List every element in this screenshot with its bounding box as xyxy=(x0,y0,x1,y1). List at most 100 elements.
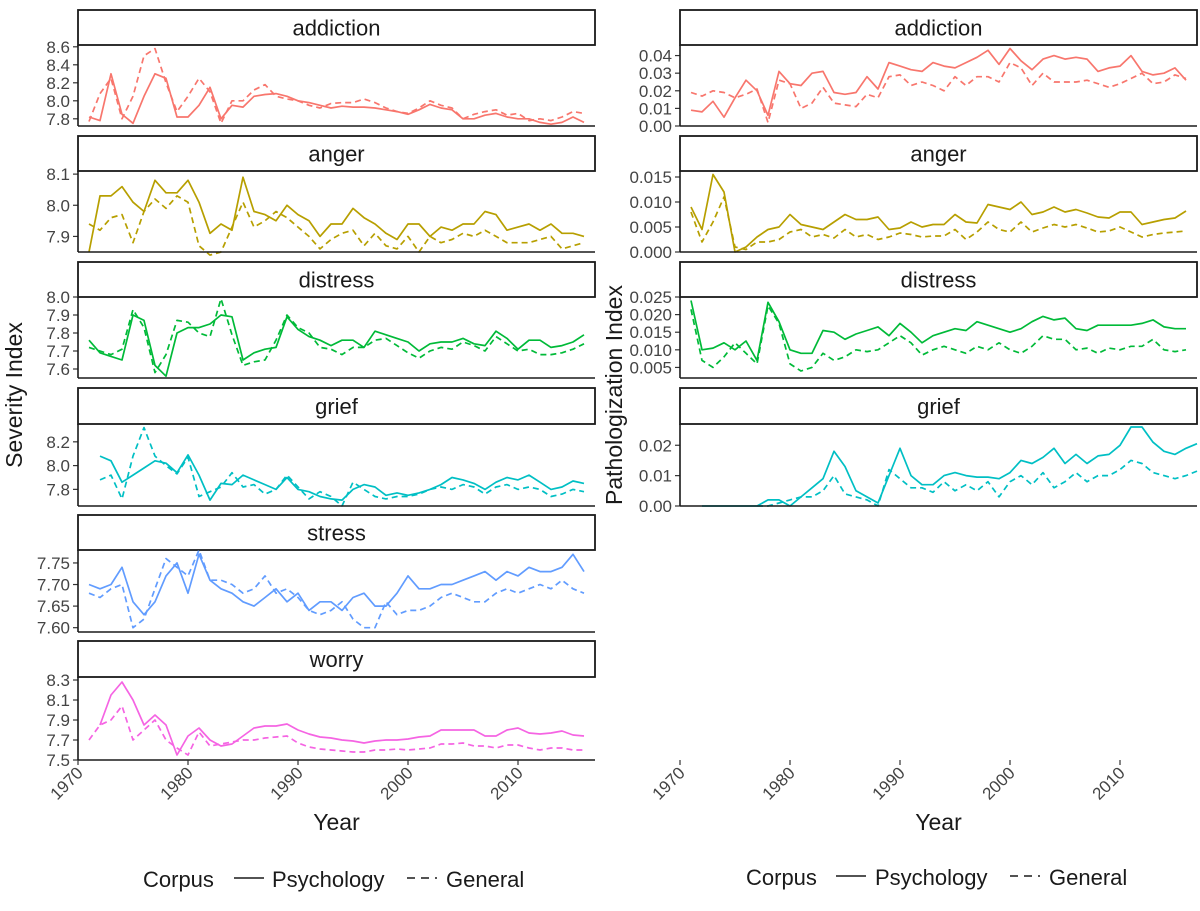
pathologization-panel-addiction: addiction 0.000.010.020.030.04 xyxy=(639,9,1198,136)
legend-label-psychology-left: Psychology xyxy=(272,867,385,892)
x-tick-label: 1980 xyxy=(157,763,197,803)
y-tick-label: 8.0 xyxy=(46,92,70,111)
y-tick-label: 7.65 xyxy=(37,597,70,616)
facet-strip xyxy=(679,9,1198,46)
x-tick-label: 2010 xyxy=(487,763,527,803)
facet-title: grief xyxy=(917,394,961,419)
y-tick-label: 8.1 xyxy=(46,165,70,184)
y-tick-label: 0.015 xyxy=(629,168,672,187)
legend-label-general-right: General xyxy=(1049,865,1127,890)
facet-strip xyxy=(77,387,596,425)
facet-title: addiction xyxy=(894,16,982,41)
series-line-psychology xyxy=(88,176,585,253)
facet-title: stress xyxy=(307,521,366,546)
y-tick-label: 7.6 xyxy=(46,360,70,379)
facet-strip xyxy=(679,387,1198,425)
y-tick-label: 8.0 xyxy=(46,196,70,215)
series-line-general xyxy=(690,196,1187,251)
y-tick-label: 7.8 xyxy=(46,324,70,343)
y-tick-label: 7.5 xyxy=(46,751,70,770)
y-tick-label: 7.8 xyxy=(46,480,70,499)
legend-label-psychology-right: Psychology xyxy=(875,865,988,890)
facet-strip xyxy=(77,640,596,678)
series-line-general xyxy=(88,47,585,125)
y-axis-title: Pathologization Index xyxy=(601,285,627,505)
y-tick-label: 8.4 xyxy=(46,56,70,75)
y-tick-label: 7.7 xyxy=(46,342,70,361)
y-tick-label: 0.00 xyxy=(639,497,672,516)
facet-title: distress xyxy=(901,268,977,293)
x-tick-label: 2010 xyxy=(1089,763,1129,803)
severity-panel-anger: anger 7.9 8.0 8.1 xyxy=(46,135,596,256)
series-line-psychology xyxy=(88,72,585,126)
x-tick-label: 1990 xyxy=(869,763,909,803)
legend-label-general-left: General xyxy=(446,867,524,892)
y-tick-label: 7.9 xyxy=(46,306,70,325)
legend-left: Corpus Psychology General xyxy=(143,867,524,892)
series-line-general xyxy=(88,195,585,256)
severity-panel-grief: grief 7.8 8.0 8.2 xyxy=(46,387,596,507)
severity-panel-worry: worry 7.57.77.98.18.3 xyxy=(46,640,596,770)
series-line-psychology xyxy=(690,300,1186,362)
pathologization-panel-anger: anger 0.000 0.005 0.010 0.015 xyxy=(629,135,1198,262)
facet-strip xyxy=(679,261,1198,298)
facet-strip xyxy=(77,514,596,551)
facet-title: anger xyxy=(308,142,364,167)
facet-title: grief xyxy=(315,394,359,419)
severity-panel-stress: stress 7.60 7.65 7.70 7.75 xyxy=(37,514,596,638)
y-tick-label: 8.6 xyxy=(46,38,70,57)
series-line-psychology xyxy=(99,681,585,756)
y-tick-label: 8.1 xyxy=(46,691,70,710)
series-line-psychology xyxy=(702,426,1198,507)
y-tick-label: 7.8 xyxy=(46,110,70,129)
facet-title: worry xyxy=(309,647,364,672)
series-line-general xyxy=(757,459,1198,507)
y-tick-label: 0.02 xyxy=(639,436,672,455)
y-tick-label: 0.005 xyxy=(629,358,672,377)
severity-panel-distress: distress 7.67.77.87.98.0 xyxy=(46,261,596,379)
y-tick-label: 0.025 xyxy=(629,288,672,307)
severity-panel-addiction: addiction 7.88.08.28.48.6 xyxy=(46,9,596,129)
series-line-general xyxy=(99,426,585,507)
y-tick-label: 7.9 xyxy=(46,711,70,730)
y-tick-label: 8.2 xyxy=(46,433,70,452)
y-tick-label: 0.03 xyxy=(639,64,672,83)
y-tick-label: 0.04 xyxy=(639,47,672,66)
series-line-psychology xyxy=(690,47,1187,119)
facet-title: anger xyxy=(910,142,966,167)
series-line-psychology xyxy=(99,454,585,501)
y-tick-label: 7.60 xyxy=(37,619,70,638)
facet-title: distress xyxy=(299,268,375,293)
y-tick-label: 7.7 xyxy=(46,731,70,750)
facet-title: addiction xyxy=(292,16,380,41)
series-line-general xyxy=(88,705,584,756)
x-tick-label: 2000 xyxy=(979,763,1019,803)
legend-right: Corpus Psychology General xyxy=(746,865,1127,890)
y-tick-label: 8.3 xyxy=(46,671,70,690)
y-tick-label: 0.01 xyxy=(639,467,672,486)
y-tick-label: 0.000 xyxy=(629,243,672,262)
series-line-general xyxy=(88,297,585,374)
pathologization-chart: addiction0.000.010.020.030.04anger0.0000… xyxy=(601,9,1198,835)
y-tick-label: 0.02 xyxy=(639,82,672,101)
y-tick-label: 0.010 xyxy=(629,193,672,212)
facet-strip xyxy=(77,9,596,46)
series-line-general xyxy=(690,304,1187,372)
y-tick-label: 7.9 xyxy=(46,227,70,246)
y-tick-label: 0.020 xyxy=(629,306,672,325)
y-axis-title: Severity Index xyxy=(1,322,27,468)
x-axis-title: Year xyxy=(915,809,962,835)
facet-strip xyxy=(77,261,596,298)
y-tick-label: 8.2 xyxy=(46,74,70,93)
y-tick-label: 0.005 xyxy=(629,218,672,237)
severity-chart: addiction7.88.08.28.48.6anger7.98.08.1di… xyxy=(1,9,596,835)
y-tick-label: 0.015 xyxy=(629,323,672,342)
x-axis-title: Year xyxy=(313,809,360,835)
y-tick-label: 7.75 xyxy=(37,554,70,573)
pathologization-panel-grief: grief 0.00 0.01 0.02 xyxy=(639,387,1198,516)
series-line-psychology xyxy=(690,173,1187,253)
legend-title-right: Corpus xyxy=(746,865,817,890)
y-tick-label: 0.010 xyxy=(629,341,672,360)
